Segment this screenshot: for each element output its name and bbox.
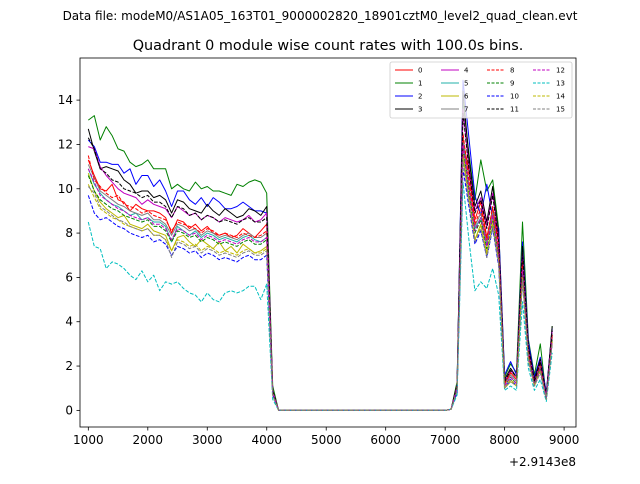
legend-label-7: 7 <box>464 106 468 114</box>
legend-label-13: 13 <box>556 80 565 88</box>
x-tick-label: 1000 <box>73 433 104 447</box>
y-tick-label: 12 <box>58 137 73 151</box>
legend-box <box>389 61 573 119</box>
x-tick-label: 8000 <box>489 433 520 447</box>
legend-label-6: 6 <box>464 93 469 101</box>
y-tick-label: 6 <box>65 270 73 284</box>
y-tick-label: 2 <box>65 359 73 373</box>
y-tick-label: 8 <box>65 226 73 240</box>
chart-title: Quadrant 0 module wise count rates with … <box>133 38 524 54</box>
legend-label-14: 14 <box>556 93 565 101</box>
x-offset-label: +2.9143e8 <box>509 455 576 469</box>
plot-frame <box>79 57 577 428</box>
axis-ticks: 1000 2000 3000 4000 5000 6000 7000 8000 9000 0 2 4 6… <box>58 93 580 447</box>
legend-label-2: 2 <box>418 93 422 101</box>
legend-label-5: 5 <box>464 80 468 88</box>
y-tick-label: 0 <box>65 403 73 417</box>
suptitle: Data file: modeM0/AS1A05_163T01_90000028… <box>63 9 578 23</box>
legend-label-9: 9 <box>510 80 514 88</box>
x-tick-label: 3000 <box>192 433 223 447</box>
series-layer <box>87 79 553 411</box>
x-tick-label: 4000 <box>251 433 282 447</box>
legend-label-0: 0 <box>418 67 422 75</box>
x-tick-label: 6000 <box>370 433 401 447</box>
series-line-8 <box>87 132 553 411</box>
y-tick-label: 14 <box>58 93 73 107</box>
x-tick-label: 9000 <box>549 433 580 447</box>
x-tick-label: 2000 <box>133 433 164 447</box>
legend-label-12: 12 <box>556 67 565 75</box>
legend-label-1: 1 <box>418 80 422 88</box>
legend-label-10: 10 <box>510 93 519 101</box>
legend-label-8: 8 <box>510 67 514 75</box>
y-tick-label: 4 <box>65 315 73 329</box>
legend-label-15: 15 <box>556 106 565 114</box>
legend-label-3: 3 <box>418 106 422 114</box>
legend-label-4: 4 <box>464 67 469 75</box>
legend-label-11: 11 <box>510 106 519 114</box>
x-tick-label: 7000 <box>430 433 461 447</box>
series-line-15 <box>87 159 553 411</box>
x-tick-label: 5000 <box>311 433 342 447</box>
y-tick-label: 10 <box>58 182 73 196</box>
